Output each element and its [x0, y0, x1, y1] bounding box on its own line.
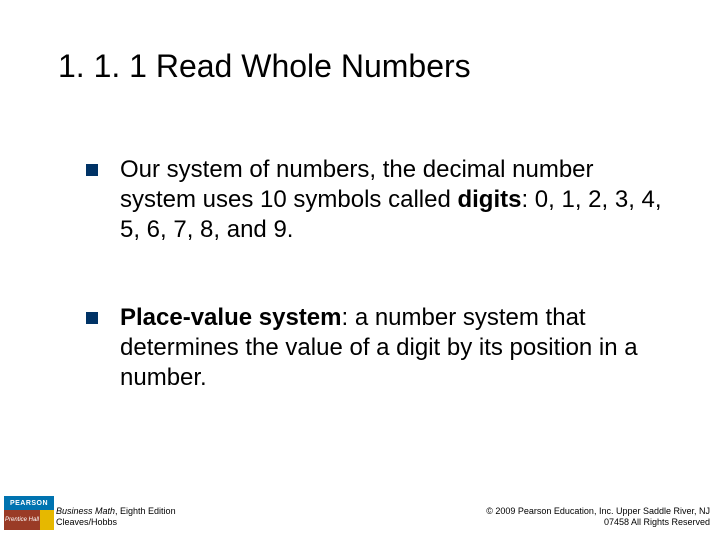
bullet-text-bold: Place-value system	[120, 304, 341, 331]
footer-right: © 2009 Pearson Education, Inc. Upper Sad…	[486, 506, 710, 530]
copyright-line2: 07458 All Rights Reserved	[486, 517, 710, 528]
footer-book-line: Business Math, Eighth Edition	[56, 506, 176, 517]
logo-bottom: Prentice Hall	[4, 510, 54, 530]
list-item: Our system of numbers, the decimal numbe…	[86, 155, 662, 245]
footer-left: PEARSON Prentice Hall Business Math, Eig…	[4, 496, 176, 530]
logo-bottom-right	[40, 510, 54, 530]
bullet-list: Our system of numbers, the decimal numbe…	[58, 155, 662, 393]
slide-title: 1. 1. 1 Read Whole Numbers	[58, 48, 662, 85]
bullet-square-icon	[86, 164, 98, 176]
slide-footer: PEARSON Prentice Hall Business Math, Eig…	[0, 490, 720, 532]
footer-text-left: Business Math, Eighth Edition Cleaves/Ho…	[56, 506, 176, 530]
bullet-square-icon	[86, 312, 98, 324]
logo-top: PEARSON	[4, 496, 54, 510]
list-item: Place-value system: a number system that…	[86, 303, 662, 393]
publisher-logo: PEARSON Prentice Hall	[4, 496, 54, 530]
slide: 1. 1. 1 Read Whole Numbers Our system of…	[0, 0, 720, 540]
book-title: Business Math	[56, 506, 115, 516]
copyright-line1: © 2009 Pearson Education, Inc. Upper Sad…	[486, 506, 710, 517]
bullet-text-bold: digits	[457, 186, 521, 213]
book-edition: , Eighth Edition	[115, 506, 176, 516]
book-authors: Cleaves/Hobbs	[56, 517, 176, 528]
logo-bottom-left: Prentice Hall	[4, 510, 40, 530]
